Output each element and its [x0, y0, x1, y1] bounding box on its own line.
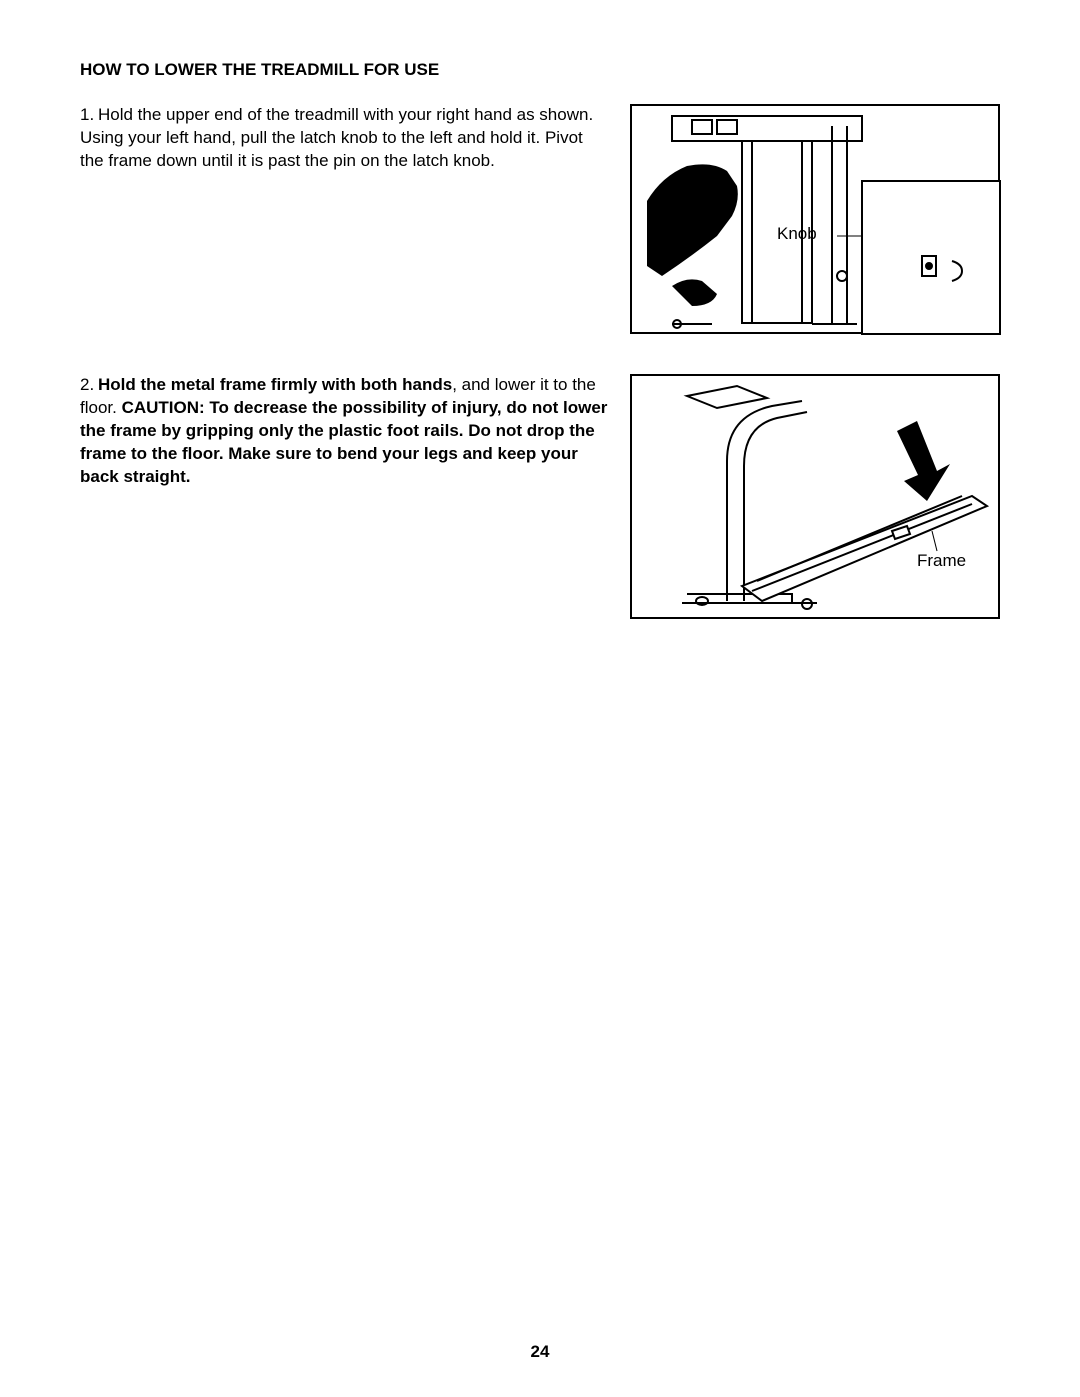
treadmill-lowering-icon — [632, 376, 1002, 621]
label-knob: Knob — [777, 224, 817, 244]
figure-2: Frame — [630, 374, 1000, 619]
step-2-text: 2.Hold the metal frame firmly with both … — [80, 374, 630, 489]
step-2-row: 2.Hold the metal frame firmly with both … — [80, 374, 1000, 619]
step-2-caution: CAUTION: To decrease the possibility of … — [80, 398, 607, 486]
step-1-body: Hold the upper end of the treadmill with… — [80, 105, 593, 170]
step-1-text: 1.Hold the upper end of the treadmill wi… — [80, 104, 630, 173]
step-1-row: 1.Hold the upper end of the treadmill wi… — [80, 104, 1000, 334]
section-title: HOW TO LOWER THE TREADMILL FOR USE — [80, 60, 1000, 80]
treadmill-folded-icon — [632, 106, 1002, 336]
page-number: 24 — [531, 1342, 550, 1362]
label-frame: Frame — [917, 551, 966, 571]
step-2-lead-bold: Hold the metal frame firmly with both ha… — [98, 375, 452, 394]
step-1-num: 1. — [80, 104, 98, 127]
figure-1: Knob — [630, 104, 1000, 334]
step-2-num: 2. — [80, 374, 98, 397]
